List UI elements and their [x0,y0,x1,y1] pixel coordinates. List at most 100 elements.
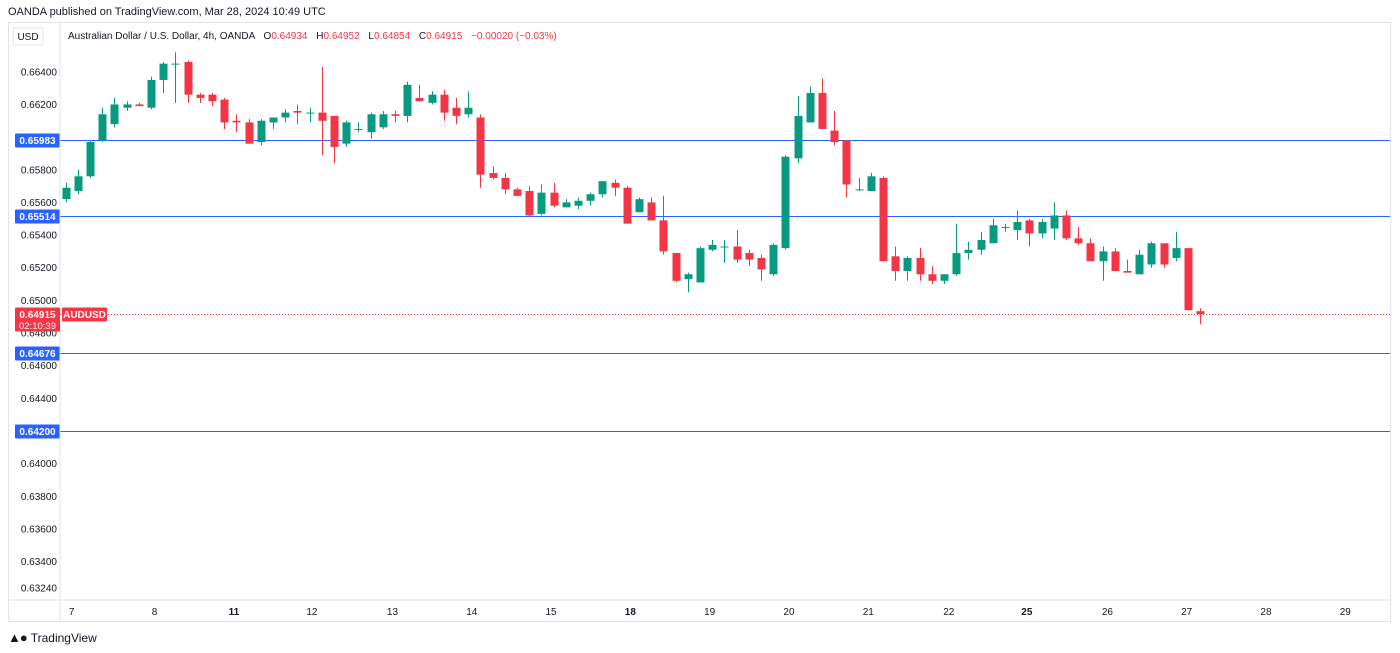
candle-body[interactable] [159,63,168,80]
candle-body[interactable] [318,112,327,121]
candle-body[interactable] [794,115,803,159]
candle-body[interactable] [647,202,656,221]
candle-body[interactable] [1099,251,1108,262]
candle-body[interactable] [306,112,315,114]
candle-body[interactable] [391,114,400,116]
candle-body[interactable] [1172,248,1181,258]
candle-body[interactable] [1038,222,1047,234]
candle-body[interactable] [598,181,607,195]
candle-body[interactable] [1147,243,1156,265]
candle-body[interactable] [464,107,473,115]
candle-body[interactable] [1001,226,1010,228]
candle-body[interactable] [1074,238,1083,244]
candle-body[interactable] [574,200,583,206]
candle-body[interactable] [684,274,693,280]
candle-body[interactable] [672,253,681,281]
candle-body[interactable] [757,257,766,270]
candle-body[interactable] [1111,251,1120,271]
candle-body[interactable] [513,189,522,196]
candle-body[interactable] [1050,215,1059,229]
candle-body[interactable] [171,63,180,65]
candle-body[interactable] [1196,311,1205,315]
candle-body[interactable] [367,114,376,133]
candle-body[interactable] [696,248,705,283]
candle-body[interactable] [1123,270,1132,273]
candle-body[interactable] [1025,220,1034,234]
candle-body[interactable] [928,274,937,281]
candle-body[interactable] [867,176,876,191]
candle-body[interactable] [428,94,437,103]
candle-body[interactable] [855,189,864,191]
candle-body[interactable] [623,187,632,224]
candle-body[interactable] [330,115,339,147]
symbol-tag[interactable] [62,307,107,322]
candle-body[interactable] [720,246,729,248]
candle-body[interactable] [476,117,485,175]
candle-body[interactable] [916,257,925,275]
candle-body[interactable] [1086,243,1095,262]
time-tick-label: 28 [1260,607,1272,618]
candle-body[interactable] [62,187,71,200]
candle-body[interactable] [879,177,888,262]
candle-body[interactable] [147,79,156,108]
candle-body[interactable] [342,122,351,144]
candle-body[interactable] [842,140,851,185]
candle-body[interactable] [903,257,912,271]
candle-body[interactable] [818,93,827,129]
candle-body[interactable] [123,104,132,108]
footer-brand[interactable]: ▲● TradingView [8,630,97,645]
candle-body[interactable] [257,120,266,143]
candle-body[interactable] [452,107,461,116]
candle-body[interactable] [415,97,424,102]
candle-body[interactable] [964,249,973,254]
candle-body[interactable] [354,128,363,130]
candle-body[interactable] [525,190,534,216]
candle-body[interactable] [537,192,546,214]
candle-body[interactable] [550,192,559,206]
candle-body[interactable] [208,94,217,102]
candle-body[interactable] [635,199,644,213]
candle-body[interactable] [196,94,205,98]
candle-body[interactable] [1013,222,1022,231]
candle-body[interactable] [1184,248,1193,311]
candle-body[interactable] [1062,215,1071,239]
candle-body[interactable] [245,122,254,144]
price-tick-label: 0.65000 [21,296,58,307]
candle-body[interactable] [440,94,449,113]
candle-body[interactable] [269,117,278,123]
candle-body[interactable] [489,173,498,178]
candle-body[interactable] [110,104,119,125]
candle-body[interactable] [830,130,839,143]
candle-body[interactable] [135,104,144,107]
candle-body[interactable] [1160,243,1169,265]
candle-body[interactable] [501,177,510,190]
candle-body[interactable] [98,114,107,141]
candle-body[interactable] [977,239,986,250]
candle-body[interactable] [708,244,717,250]
candle-body[interactable] [220,99,229,123]
candle-body[interactable] [891,256,900,271]
candle-body[interactable] [403,84,412,116]
candle-body[interactable] [806,93,815,123]
candle-body[interactable] [184,62,193,95]
candle-body[interactable] [586,194,595,201]
candle-body[interactable] [232,120,241,123]
candle-body[interactable] [281,112,290,118]
currency-box[interactable] [12,27,44,46]
candle-body[interactable] [611,182,620,188]
candle-body[interactable] [952,253,961,275]
candle-body[interactable] [745,253,754,260]
candle-body[interactable] [1135,254,1144,275]
candle-body[interactable] [940,274,949,281]
candle-body[interactable] [659,220,668,252]
candle-body[interactable] [781,156,790,249]
candle-body[interactable] [733,246,742,260]
candle-body[interactable] [86,142,95,177]
candle-body[interactable] [293,110,302,113]
candle-body[interactable] [989,225,998,244]
candle-body[interactable] [74,176,83,191]
candle-body[interactable] [379,114,388,128]
candle-body[interactable] [562,202,571,208]
candle-body[interactable] [769,244,778,275]
